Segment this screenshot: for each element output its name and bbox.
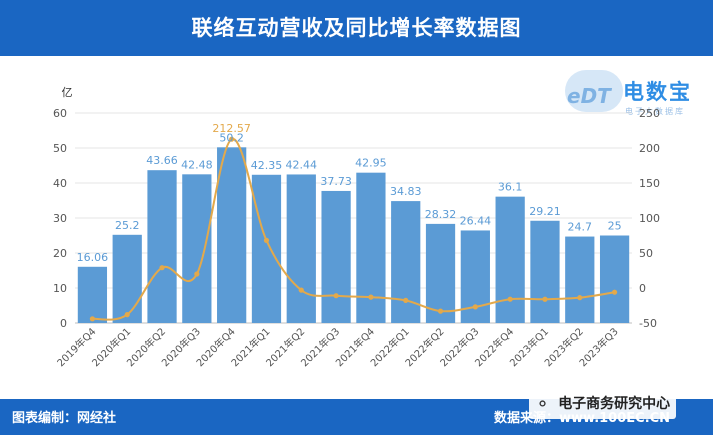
bar-value-label: 25.2 bbox=[115, 219, 140, 232]
growth-rate-point bbox=[403, 297, 409, 303]
y-tick-label: 10 bbox=[53, 282, 67, 295]
growth-rate-point bbox=[229, 136, 235, 142]
y-tick-label: 50 bbox=[53, 142, 67, 155]
bar-value-label: 29.21 bbox=[529, 205, 561, 218]
bar bbox=[251, 174, 282, 323]
y-tick-label: 40 bbox=[53, 177, 67, 190]
logo-name: 电数宝 bbox=[623, 80, 692, 104]
bar-value-label: 24.7 bbox=[568, 221, 593, 234]
growth-rate-point bbox=[89, 316, 96, 322]
footer-credit: 图表编制：网经社 bbox=[12, 411, 117, 426]
bar bbox=[112, 234, 142, 323]
bar bbox=[425, 223, 456, 323]
bar bbox=[391, 201, 421, 323]
bar-value-label: 26.44 bbox=[460, 214, 492, 227]
y-tick-label: 20 bbox=[53, 247, 67, 260]
bar-value-label: 42.35 bbox=[251, 159, 283, 172]
bar-value-label: 16.06 bbox=[77, 251, 109, 264]
logo-subtitle: 电子大数据库 bbox=[625, 107, 685, 116]
bar-value-label: 28.32 bbox=[425, 208, 457, 221]
growth-rate-point bbox=[577, 295, 583, 301]
growth-rate-point bbox=[611, 289, 618, 295]
bar bbox=[217, 147, 247, 323]
bar bbox=[321, 190, 351, 323]
wechat-badge: ⚬ 电子商务研究中心 bbox=[529, 389, 677, 419]
bar bbox=[565, 236, 595, 323]
logo-letters: eDT bbox=[567, 84, 611, 108]
bar bbox=[182, 174, 212, 323]
y2-tick-label: 0 bbox=[639, 282, 646, 295]
growth-rate-point bbox=[542, 296, 548, 302]
y2-tick-label: 250 bbox=[639, 107, 660, 120]
bar-value-label: 25 bbox=[608, 220, 622, 233]
bar-value-label: 43.66 bbox=[146, 154, 178, 167]
y-axis-unit: 亿 bbox=[62, 86, 73, 99]
growth-rate-point bbox=[368, 294, 374, 300]
bar bbox=[77, 266, 108, 323]
revenue-growth-chart: 0 10 20 30 40 50 60 -50 0 50 100 150 200 250 亿 16.06 25.… bbox=[53, 86, 660, 369]
growth-rate-label: 212.57 bbox=[212, 122, 251, 135]
bar-value-label: 50.2 bbox=[219, 131, 244, 144]
bar-value-label: 37.73 bbox=[320, 175, 352, 188]
bar bbox=[599, 235, 630, 323]
bar-value-label: 36.1 bbox=[498, 181, 523, 194]
bar-value-label: 42.95 bbox=[355, 157, 387, 170]
y-tick-label: 30 bbox=[53, 212, 67, 225]
y2-tick-label: 150 bbox=[639, 177, 660, 190]
growth-rate-point bbox=[194, 271, 200, 277]
y2-tick-label: 200 bbox=[639, 142, 660, 155]
bar-value-label: 42.44 bbox=[286, 158, 318, 171]
title-bar bbox=[0, 0, 713, 56]
growth-rate-point bbox=[472, 304, 478, 310]
y-tick-label: 60 bbox=[53, 107, 67, 120]
growth-rate-point bbox=[333, 293, 339, 299]
growth-rate-point bbox=[263, 237, 270, 243]
bar bbox=[495, 196, 525, 323]
bar bbox=[147, 170, 177, 323]
y2-tick-label: 50 bbox=[639, 247, 653, 260]
y-tick-label: 0 bbox=[60, 317, 67, 330]
growth-rate-point bbox=[437, 308, 444, 314]
page-title: 联络互动营收及同比增长率数据图 bbox=[191, 16, 522, 40]
wechat-account-name: 电子商务研究中心 bbox=[558, 396, 671, 412]
bar-value-label: 42.48 bbox=[181, 158, 213, 171]
growth-rate-point bbox=[298, 287, 304, 293]
y2-tick-label: -50 bbox=[639, 317, 657, 330]
bar bbox=[286, 174, 316, 323]
bar bbox=[530, 220, 560, 323]
growth-rate-point bbox=[507, 296, 513, 302]
growth-rate-point bbox=[159, 265, 165, 271]
wechat-icon: ⚬ bbox=[535, 393, 551, 415]
bar-value-label: 34.83 bbox=[390, 185, 422, 198]
cloud-icon bbox=[565, 70, 623, 112]
edt-logo: eDT 电数宝 电子大数据库 bbox=[565, 62, 700, 126]
y2-tick-label: 100 bbox=[639, 212, 660, 225]
bar bbox=[356, 172, 386, 323]
growth-rate-point bbox=[124, 312, 130, 318]
